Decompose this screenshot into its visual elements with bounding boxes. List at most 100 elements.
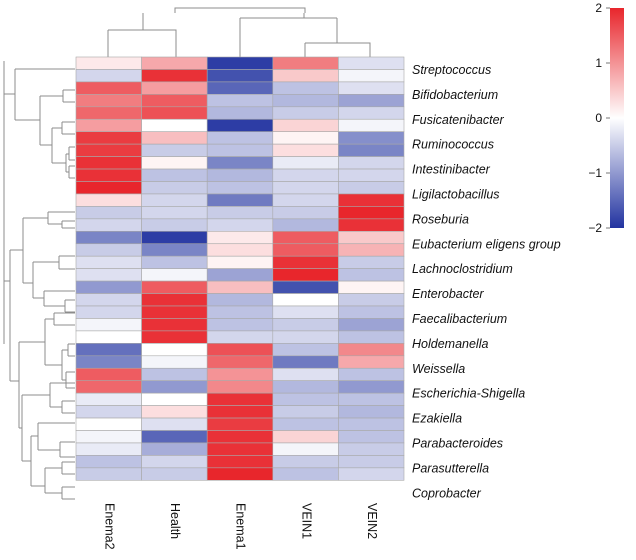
heatmap-cell <box>338 280 405 294</box>
heatmap-cell <box>75 231 142 245</box>
heatmap-cell <box>338 430 405 444</box>
column-label: Health <box>168 503 182 539</box>
heatmap-cell <box>338 367 405 381</box>
row-label: Faecalibacterium <box>412 312 507 326</box>
heatmap-cell <box>206 367 274 381</box>
heatmap-cell <box>206 218 274 232</box>
heatmap-cell <box>75 218 142 232</box>
heatmap-cell <box>272 355 339 369</box>
heatmap-cell <box>75 131 142 145</box>
heatmap-cell <box>141 330 208 344</box>
heatmap-cell <box>141 417 208 431</box>
heatmap-cell <box>338 318 405 332</box>
heatmap-cell <box>272 231 339 245</box>
heatmap-cell <box>338 193 405 207</box>
heatmap-cell <box>272 193 339 207</box>
colorbar-tick-label: 2 <box>595 1 602 15</box>
colorbar-tick-label: −1 <box>588 166 602 180</box>
row-label: Fusicatenibacter <box>412 113 505 127</box>
heatmap-cell <box>272 330 339 344</box>
heatmap-cell <box>206 231 274 245</box>
heatmap-cell <box>75 367 142 381</box>
heatmap-cell <box>206 405 274 419</box>
heatmap-cell <box>75 56 142 70</box>
heatmap-cell <box>206 255 274 269</box>
heatmap-cell <box>338 355 405 369</box>
heatmap-cell <box>272 206 339 220</box>
heatmap-cell <box>141 168 208 182</box>
heatmap-cell <box>75 318 142 332</box>
heatmap-cell <box>206 69 274 83</box>
heatmap-cell <box>206 94 274 108</box>
heatmap-cell <box>338 181 405 195</box>
heatmap-cell <box>75 343 142 357</box>
heatmap-cell <box>206 343 274 357</box>
heatmap-cell <box>206 243 274 257</box>
heatmap-cell <box>75 118 142 132</box>
heatmap-cell <box>338 156 405 170</box>
heatmap-cell <box>75 405 142 419</box>
heatmap-cell <box>206 318 274 332</box>
heatmap-cell <box>206 156 274 170</box>
heatmap-cell <box>206 442 274 456</box>
heatmap-cell <box>338 343 405 357</box>
column-dendrogram <box>107 7 371 57</box>
heatmap-cell <box>338 56 405 70</box>
colorbar-tick-label: −2 <box>588 221 602 235</box>
row-label: Coprobacter <box>412 486 482 500</box>
heatmap-cell <box>206 330 274 344</box>
heatmap-cell <box>141 293 208 307</box>
heatmap-cell <box>338 131 405 145</box>
heatmap-cell <box>206 268 274 282</box>
row-label: Weissella <box>412 362 465 376</box>
heatmap-cell <box>272 392 339 406</box>
heatmap-cell <box>272 106 339 120</box>
heatmap-cell <box>338 330 405 344</box>
heatmap-cell <box>272 293 339 307</box>
heatmap-cell <box>141 255 208 269</box>
heatmap-cell <box>141 218 208 232</box>
heatmap-cell <box>75 442 142 456</box>
heatmap-cell <box>206 380 274 394</box>
heatmap-cell <box>272 280 339 294</box>
heatmap-cell <box>206 293 274 307</box>
heatmap-cell <box>338 231 405 245</box>
heatmap-cell <box>75 255 142 269</box>
heatmap-cell <box>75 168 142 182</box>
heatmap-cell <box>141 206 208 220</box>
heatmap-cell <box>272 156 339 170</box>
heatmap-cell <box>338 168 405 182</box>
heatmap-cell <box>141 156 208 170</box>
heatmap-cell <box>75 293 142 307</box>
heatmap-cell <box>141 143 208 157</box>
heatmap-cell <box>75 143 142 157</box>
heatmap-cell <box>206 193 274 207</box>
heatmap-cell <box>141 467 208 481</box>
heatmap-cell <box>75 268 142 282</box>
heatmap-cell <box>206 305 274 319</box>
heatmap-cell <box>338 81 405 95</box>
heatmap-cell <box>75 206 142 220</box>
heatmap-cell <box>272 268 339 282</box>
heatmap-cell <box>338 255 405 269</box>
heatmap-cell <box>141 94 208 108</box>
heatmap-cell <box>141 181 208 195</box>
heatmap-cell <box>272 118 339 132</box>
heatmap-cell <box>141 243 208 257</box>
heatmap-cell <box>75 455 142 469</box>
heatmap-cell <box>272 417 339 431</box>
heatmap-cell <box>141 405 208 419</box>
heatmap-cell <box>141 280 208 294</box>
heatmap-cell <box>141 355 208 369</box>
row-labels: Streptococcus Bifidobacterium Fusicateniba… <box>412 63 561 500</box>
heatmap-cell <box>338 69 405 83</box>
heatmap-cell <box>338 392 405 406</box>
heatmap-cell <box>141 442 208 456</box>
heatmap-cell <box>272 69 339 83</box>
heatmap-cell <box>75 392 142 406</box>
heatmap-cell <box>75 69 142 83</box>
heatmap-cell <box>272 168 339 182</box>
heatmap-cell <box>338 405 405 419</box>
heatmap-cell <box>338 442 405 456</box>
heatmap-cell <box>141 430 208 444</box>
